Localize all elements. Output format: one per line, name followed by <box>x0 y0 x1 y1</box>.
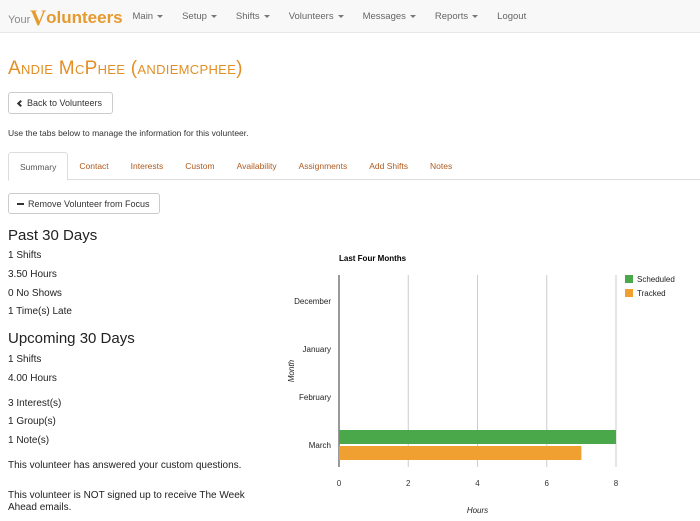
back-to-volunteers-button[interactable]: Back to Volunteers <box>8 92 113 114</box>
tab-contact[interactable]: Contact <box>79 161 109 171</box>
page-title: Andie McPhee (andiemcphee) <box>8 58 243 79</box>
tab-custom[interactable]: Custom <box>185 161 215 171</box>
tab-summary[interactable]: Summary <box>8 152 69 181</box>
nav-messages[interactable]: Messages <box>353 0 425 33</box>
y-axis-label: Month <box>287 359 296 382</box>
chevron-left-icon <box>16 99 25 107</box>
nav-volunteers-label: Volunteers <box>288 11 334 22</box>
nav-volunteers[interactable]: Volunteers <box>279 0 353 33</box>
legend-swatch <box>625 289 633 297</box>
group-count: 1 Group(s) <box>8 416 56 427</box>
past-no-shows: 0 No Shows <box>8 288 62 299</box>
x-tick-label: 6 <box>545 479 550 488</box>
past-30-days-heading: Past 30 Days <box>8 227 98 244</box>
nav-shifts[interactable]: Shifts <box>226 0 279 33</box>
custom-questions-notice: This volunteer has answered your custom … <box>8 460 242 471</box>
nav-logout-label: Logout <box>497 11 527 22</box>
caret-down-icon <box>409 14 416 18</box>
week-ahead-notice: This volunteer is NOT signed up to recei… <box>8 490 245 513</box>
nav-messages-label: Messages <box>362 11 406 22</box>
back-button-label: Back to Volunteers <box>27 98 103 108</box>
y-tick-label: December <box>294 297 331 306</box>
tab-assignments[interactable]: Assignments <box>298 161 348 171</box>
past-late: 1 Time(s) Late <box>8 306 72 317</box>
nav-shifts-label: Shifts <box>235 11 260 22</box>
caret-down-icon <box>210 14 217 18</box>
nav-main-label: Main <box>132 11 154 22</box>
upcoming-shifts: 1 Shifts <box>8 354 42 365</box>
tab-interests[interactable]: Interests <box>130 161 164 171</box>
nav-reports[interactable]: Reports <box>425 0 487 33</box>
remove-from-focus-button[interactable]: Remove Volunteer from Focus <box>8 193 160 214</box>
x-tick-label: 8 <box>614 479 619 488</box>
caret-down-icon <box>157 14 164 18</box>
note-count: 1 Note(s) <box>8 435 50 446</box>
x-tick-label: 2 <box>406 479 411 488</box>
nav-setup[interactable]: Setup <box>173 0 227 33</box>
y-tick-label: March <box>309 441 331 450</box>
nav-main[interactable]: Main <box>123 0 173 33</box>
legend-label: Scheduled <box>637 275 675 284</box>
caret-down-icon <box>337 14 344 18</box>
hours-chart-svg: Last Four Months 0 2 4 6 8 December January Febr… <box>287 254 675 515</box>
nav-reports-label: Reports <box>434 11 469 22</box>
brand-v-figure: V <box>30 5 47 30</box>
nav-logout[interactable]: Logout <box>488 0 536 33</box>
tab-availability[interactable]: Availability <box>236 161 277 171</box>
caret-down-icon <box>472 14 479 18</box>
minus-icon <box>17 202 24 205</box>
bar-scheduled <box>339 430 616 444</box>
upcoming-hours: 4.00 Hours <box>8 373 57 384</box>
tab-notes[interactable]: Notes <box>430 161 453 171</box>
x-axis-label: Hours <box>467 506 488 515</box>
chart-title: Last Four Months <box>339 254 407 263</box>
caret-down-icon <box>263 14 270 18</box>
x-tick-label: 4 <box>475 479 480 488</box>
legend-swatch <box>625 275 633 283</box>
brand-logo[interactable]: Your V olunteers <box>8 3 123 29</box>
hours-chart: Last Four Months 0 2 4 6 8 December January Febr… <box>270 240 700 521</box>
bar-tracked <box>339 446 582 460</box>
nav-setup-label: Setup <box>182 11 207 22</box>
volunteer-tabs: Summary Contact Interests Custom Availab… <box>8 152 700 181</box>
remove-button-label: Remove Volunteer from Focus <box>28 198 150 209</box>
brand-prefix: Your <box>8 14 31 26</box>
interest-count: 3 Interest(s) <box>8 398 62 409</box>
legend-label: Tracked <box>637 289 666 298</box>
help-text: Use the tabs below to manage the informa… <box>8 128 249 138</box>
x-tick-label: 0 <box>337 479 342 488</box>
tab-add-shifts[interactable]: Add Shifts <box>369 161 409 171</box>
main-nav: Main Setup Shifts Volunteers Messages Re… <box>123 0 536 33</box>
y-tick-label: January <box>303 345 331 354</box>
past-hours: 3.50 Hours <box>8 269 57 280</box>
past-shifts: 1 Shifts <box>8 250 42 261</box>
upcoming-30-days-heading: Upcoming 30 Days <box>8 330 135 347</box>
brand-name: olunteers <box>46 8 123 27</box>
top-navbar: Your V olunteers Main Setup Shifts Volun… <box>0 0 700 33</box>
y-tick-label: February <box>299 393 331 402</box>
